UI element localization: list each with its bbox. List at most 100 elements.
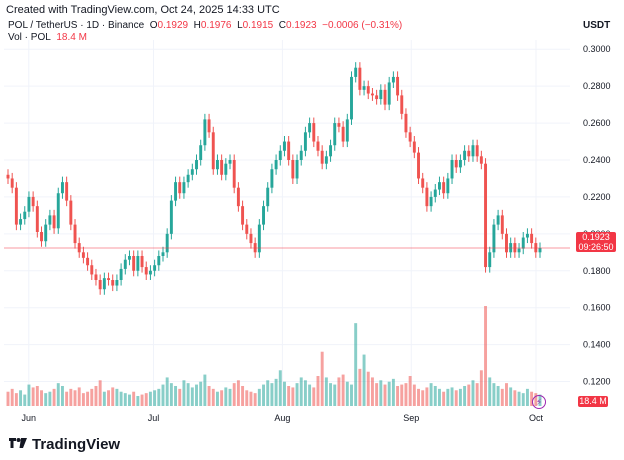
- candle: [525, 233, 529, 238]
- volume-bar: [417, 388, 420, 406]
- candle: [56, 193, 60, 229]
- candle: [429, 196, 433, 207]
- volume-bar: [77, 387, 81, 406]
- candle: [44, 224, 48, 242]
- volume-legend: Vol · POL 18.4 M: [8, 32, 87, 43]
- volume-bar: [98, 380, 102, 406]
- volume-bar: [333, 384, 337, 406]
- volume-bar: [48, 391, 52, 406]
- volume-bar: [350, 384, 353, 406]
- volume-bar: [81, 393, 85, 406]
- volume-bar: [14, 393, 18, 406]
- candle: [329, 145, 333, 157]
- candle: [90, 265, 94, 275]
- candle: [40, 232, 43, 242]
- candle: [450, 160, 454, 179]
- candle: [136, 256, 140, 271]
- volume-bar: [220, 390, 224, 406]
- volume-bar: [496, 386, 500, 406]
- volume-bar: [484, 306, 488, 406]
- volume-bar: [190, 387, 194, 406]
- candle: [341, 126, 345, 142]
- volume-bar: [463, 386, 467, 406]
- price-tick-label: 0.2800: [583, 81, 611, 91]
- volume-bar: [383, 384, 387, 406]
- candle: [312, 123, 316, 142]
- candle: [69, 200, 73, 225]
- high-value: 0.1976: [200, 20, 232, 31]
- candle: [442, 182, 446, 194]
- time-tick-label: Sep: [403, 413, 419, 423]
- volume-bar: [65, 391, 69, 406]
- volume-bar: [228, 388, 232, 406]
- price-tick-label: 0.2200: [583, 192, 611, 202]
- candle: [492, 224, 496, 253]
- volume-bar: [94, 386, 98, 406]
- volume-bar: [471, 380, 475, 406]
- flash-icon[interactable]: ⚡: [532, 395, 546, 409]
- volume-bar: [35, 386, 39, 406]
- volume-bar: [245, 390, 249, 406]
- candle: [370, 93, 374, 96]
- candle: [48, 215, 52, 225]
- candle: [102, 278, 106, 290]
- volume-bar: [10, 388, 14, 406]
- symbol-label[interactable]: POL / TetherUS · 1D · Binance: [8, 20, 145, 31]
- volume-bar: [303, 380, 307, 406]
- price-tick-label: 0.1800: [583, 266, 611, 276]
- price-tick-label: 0.2400: [583, 155, 611, 165]
- volume-bar: [278, 370, 282, 406]
- volume-bar: [207, 386, 211, 406]
- ohlc-legend: POL / TetherUS · 1D · Binance O0.1929 H0…: [8, 20, 402, 31]
- candle: [65, 182, 69, 201]
- volume-bar: [458, 388, 462, 406]
- candle: [308, 123, 312, 133]
- volume-bar: [400, 384, 404, 406]
- volume-bar: [425, 387, 429, 406]
- candle: [241, 206, 245, 225]
- volume-bar: [366, 371, 370, 406]
- candle: [287, 141, 291, 160]
- volume-bar: [283, 381, 286, 406]
- candle: [350, 76, 353, 120]
- volume-bar: [44, 393, 48, 406]
- candle: [454, 160, 458, 168]
- volume-bar: [148, 391, 152, 406]
- volume-bar: [266, 380, 270, 406]
- last-price-value: 0.1923: [582, 232, 610, 242]
- candle: [220, 160, 224, 175]
- candle: [433, 189, 437, 197]
- candle: [299, 150, 303, 160]
- candle: [375, 95, 379, 100]
- volume-value: 18.4 M: [56, 32, 87, 43]
- candle: [362, 86, 366, 90]
- candle: [291, 160, 295, 179]
- candle: [425, 187, 429, 207]
- volume-bar: [115, 388, 119, 406]
- volume-label[interactable]: Vol · POL: [8, 32, 51, 43]
- volume-bar: [320, 351, 324, 406]
- grid-lines: [4, 40, 570, 406]
- volume-bar: [211, 388, 215, 406]
- candle: [60, 182, 64, 194]
- volume-bar: [69, 388, 73, 406]
- volume-bar: [433, 386, 437, 406]
- candle: [475, 145, 479, 157]
- candle: [467, 150, 471, 157]
- candle: [94, 274, 98, 280]
- candle: [283, 141, 286, 151]
- volume-bar: [236, 380, 240, 406]
- volume-bar: [475, 383, 479, 406]
- volume-bar: [224, 387, 228, 406]
- candle: [421, 178, 425, 188]
- candle: [496, 215, 500, 225]
- candle: [14, 187, 18, 225]
- volume-bar: [521, 393, 525, 406]
- candle: [86, 257, 90, 266]
- volume-bar: [157, 388, 161, 406]
- volume-bar: [488, 377, 492, 406]
- volume-bar: [144, 393, 148, 406]
- currency-label[interactable]: USDT: [583, 20, 611, 31]
- volume-bar: [479, 370, 483, 406]
